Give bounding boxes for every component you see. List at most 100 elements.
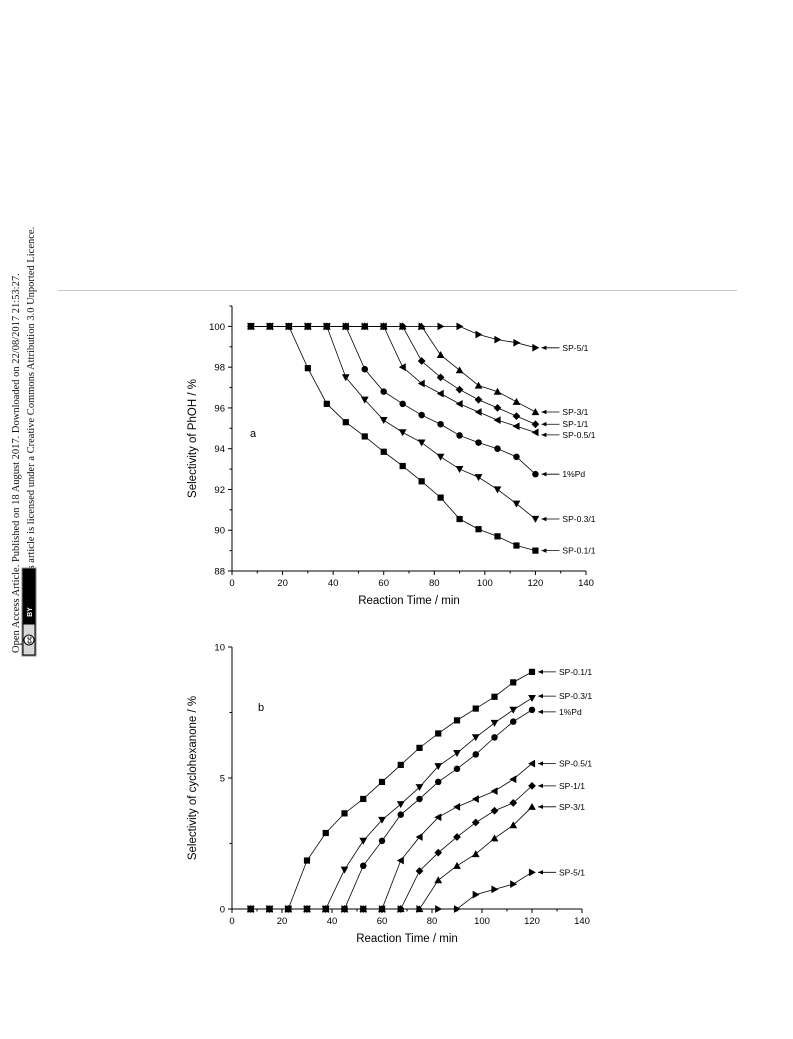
data-point: [303, 857, 311, 864]
data-point: [322, 323, 331, 331]
license-line-1[interactable]: Open Access Article. Published on 18 Aug…: [11, 273, 22, 653]
data-point: [455, 366, 464, 374]
data-point: [435, 905, 443, 913]
y-tick-label: 5: [220, 774, 225, 785]
data-point: [471, 795, 479, 803]
legend-label: SP-1/1: [562, 419, 588, 429]
x-tick-label: 120: [527, 578, 543, 589]
data-point: [266, 323, 274, 330]
x-axis-title: Reaction Time / min: [358, 595, 460, 607]
data-point: [416, 744, 423, 751]
data-point: [247, 905, 255, 913]
legend-arrow-icon: [538, 709, 543, 715]
legend-arrow-icon: [541, 345, 547, 350]
data-point: [528, 781, 536, 790]
data-point: [474, 395, 483, 404]
data-point: [513, 453, 520, 461]
data-point: [285, 323, 292, 330]
data-point: [509, 718, 517, 725]
data-point: [247, 323, 255, 330]
data-point: [491, 693, 498, 700]
data-point: [532, 343, 540, 352]
data-point: [475, 439, 482, 446]
x-tick-label: 0: [229, 578, 234, 589]
data-point: [531, 420, 540, 429]
data-point: [417, 322, 426, 330]
data-point: [490, 834, 499, 842]
x-tick-label: 100: [477, 578, 493, 589]
data-point: [491, 885, 499, 894]
data-point: [471, 734, 480, 742]
y-tick-label: 88: [214, 567, 225, 578]
legend-arrow-icon: [541, 471, 547, 477]
legend-label: SP-5/1: [562, 343, 588, 353]
data-point: [434, 778, 442, 786]
data-point: [436, 373, 445, 382]
x-tick-label: 0: [229, 916, 234, 927]
data-point: [323, 400, 330, 407]
data-point: [359, 862, 367, 870]
legend-arrow-icon: [541, 432, 547, 438]
data-point: [380, 448, 387, 455]
data-point: [380, 388, 387, 395]
x-tick-label: 120: [524, 916, 540, 927]
data-point: [418, 411, 425, 419]
legend-arrow-icon: [538, 783, 543, 789]
data-point: [342, 419, 349, 426]
data-point: [532, 470, 539, 478]
data-point: [531, 428, 539, 437]
data-point: [415, 867, 424, 875]
legend-label: SP-0.5/1: [559, 759, 592, 769]
data-point: [303, 323, 312, 331]
data-point: [453, 750, 461, 757]
data-point: [379, 322, 387, 331]
legend-arrow-icon: [541, 409, 547, 415]
legend-arrow-icon: [541, 422, 547, 427]
data-point: [360, 322, 368, 331]
data-point: [493, 387, 502, 395]
data-point: [341, 905, 349, 913]
x-tick-label: 20: [277, 916, 288, 927]
legend-arrow-icon: [541, 516, 547, 522]
data-point: [416, 905, 424, 913]
data-point: [490, 719, 499, 727]
data-point: [512, 412, 521, 420]
legend-label: SP-0.1/1: [562, 546, 595, 556]
y-tick-label: 98: [214, 363, 225, 374]
cc-icon: [23, 634, 35, 646]
data-point: [509, 706, 518, 714]
data-point: [512, 397, 521, 405]
license-line-2[interactable]: This article is licensed under a Creativ…: [26, 227, 37, 584]
data-point: [437, 420, 444, 428]
data-point: [456, 515, 463, 523]
y-tick-label: 92: [214, 485, 225, 496]
series-line: [250, 709, 533, 910]
x-tick-label: 60: [378, 578, 389, 589]
legend-arrow-icon: [541, 548, 547, 553]
x-tick-label: 140: [578, 578, 594, 589]
data-point: [455, 385, 464, 394]
x-tick-label: 80: [427, 916, 438, 927]
data-point: [322, 905, 330, 913]
data-point: [453, 833, 461, 841]
data-point: [490, 787, 498, 795]
legend-arrow-icon: [538, 693, 543, 699]
data-point: [415, 833, 423, 841]
cc-by-badge[interactable]: cc BY: [21, 567, 37, 657]
chart-phenol-selectivity: 0 20 40 60 80 100 120 140 88 90 92 94 96 98 100 Reactio…: [187, 305, 596, 607]
license-sidebar: Open Access Article. Published on 18 Aug…: [4, 197, 38, 657]
panel-label: a: [250, 428, 257, 440]
series-line: [250, 325, 536, 425]
data-point: [378, 837, 386, 845]
series-SP-3/1: SP-3/1: [247, 322, 589, 417]
data-point: [531, 408, 540, 416]
data-point: [378, 778, 386, 786]
series-1%Pd: 1%Pd: [247, 323, 585, 479]
data-point: [456, 322, 464, 331]
legend-label: SP-0.3/1: [559, 691, 592, 701]
data-point: [528, 759, 536, 768]
data-point: [455, 399, 463, 408]
series-SP-0.5/1: SP-0.5/1: [247, 322, 596, 440]
data-point: [491, 734, 498, 741]
data-point: [474, 474, 483, 482]
